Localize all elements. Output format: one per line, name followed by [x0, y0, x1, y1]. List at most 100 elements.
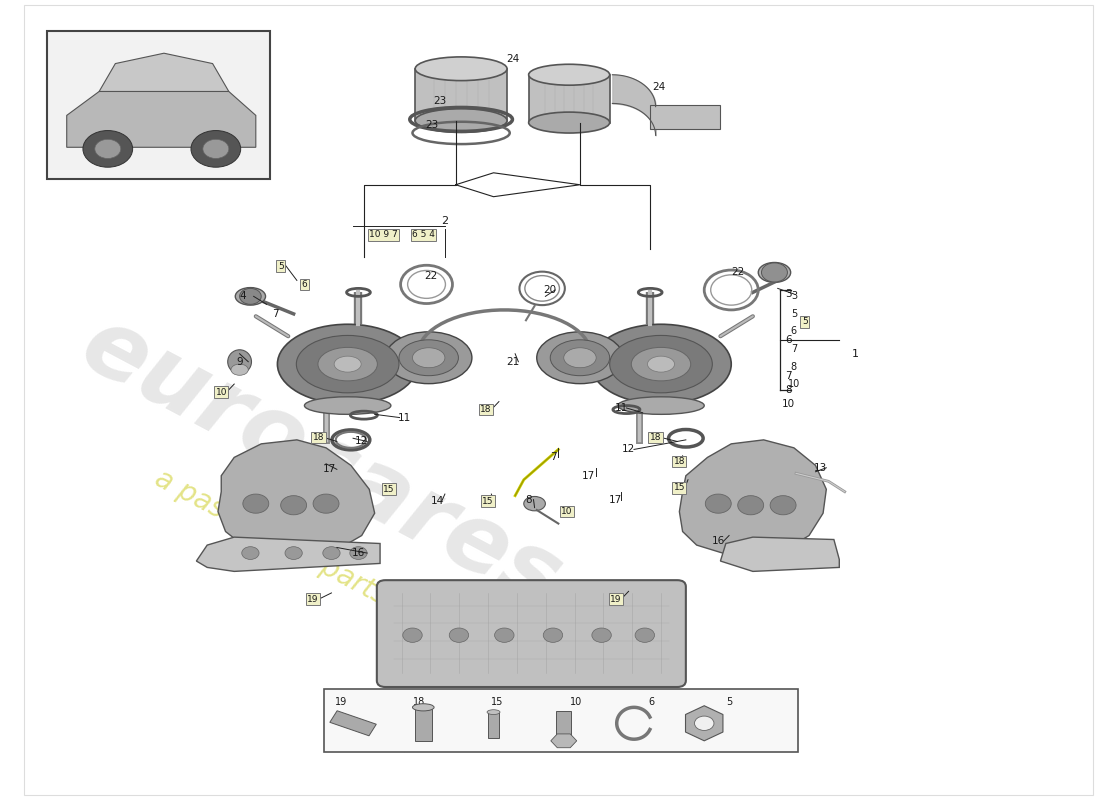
Text: 18: 18: [650, 433, 661, 442]
Circle shape: [350, 546, 367, 559]
Circle shape: [322, 546, 340, 559]
Polygon shape: [67, 79, 256, 147]
Ellipse shape: [487, 710, 500, 714]
Circle shape: [243, 494, 268, 514]
Ellipse shape: [618, 397, 704, 414]
Text: 19: 19: [307, 595, 319, 604]
Text: 5: 5: [802, 318, 807, 326]
Text: 2: 2: [441, 216, 449, 226]
Text: 14: 14: [431, 496, 444, 506]
Ellipse shape: [415, 57, 507, 81]
Ellipse shape: [412, 348, 444, 368]
Text: 7: 7: [272, 309, 278, 319]
Ellipse shape: [529, 64, 609, 85]
Text: 18: 18: [312, 433, 324, 442]
Circle shape: [403, 628, 422, 642]
Text: 13: 13: [814, 462, 827, 473]
Text: 10: 10: [570, 698, 582, 707]
Text: 23: 23: [433, 96, 447, 106]
Text: 3: 3: [791, 291, 798, 302]
Text: 7: 7: [550, 452, 557, 462]
Ellipse shape: [529, 112, 609, 133]
Text: 7: 7: [785, 371, 792, 381]
Polygon shape: [197, 537, 381, 571]
Text: 11: 11: [398, 413, 411, 422]
Bar: [415, 709, 432, 741]
Text: 5: 5: [278, 262, 284, 270]
Polygon shape: [330, 710, 376, 736]
Ellipse shape: [305, 397, 390, 414]
Text: 18: 18: [673, 457, 685, 466]
Circle shape: [543, 628, 563, 642]
Circle shape: [495, 628, 514, 642]
Polygon shape: [680, 440, 826, 555]
Text: 10: 10: [788, 379, 800, 389]
Text: 17: 17: [582, 470, 595, 481]
Circle shape: [694, 716, 714, 730]
Bar: [650, 105, 721, 129]
Ellipse shape: [415, 109, 507, 133]
Bar: [415, 69, 507, 121]
Circle shape: [242, 546, 260, 559]
Text: 16: 16: [352, 548, 365, 558]
Text: 21: 21: [506, 357, 519, 366]
Text: 11: 11: [615, 403, 628, 413]
Text: 15: 15: [492, 698, 504, 707]
Ellipse shape: [609, 335, 713, 393]
Ellipse shape: [318, 347, 377, 381]
Text: 7: 7: [791, 344, 798, 354]
Text: 6 5 4: 6 5 4: [411, 230, 434, 239]
Polygon shape: [720, 537, 839, 571]
Text: 15: 15: [383, 485, 395, 494]
Circle shape: [314, 494, 339, 514]
Text: 17: 17: [609, 494, 623, 505]
Text: 1: 1: [852, 349, 859, 358]
Ellipse shape: [412, 704, 434, 711]
Ellipse shape: [564, 348, 596, 368]
Text: 12: 12: [621, 445, 635, 454]
Text: eurocares: eurocares: [65, 299, 576, 629]
Circle shape: [592, 628, 612, 642]
Circle shape: [202, 139, 229, 158]
Circle shape: [738, 496, 763, 515]
Text: 8: 8: [791, 362, 798, 371]
Text: 18: 18: [412, 698, 426, 707]
Text: 10: 10: [561, 507, 573, 516]
Circle shape: [191, 130, 241, 167]
Polygon shape: [99, 54, 229, 91]
Circle shape: [449, 628, 469, 642]
FancyBboxPatch shape: [323, 690, 799, 752]
Text: 19: 19: [334, 698, 346, 707]
Text: 3: 3: [785, 289, 792, 299]
Bar: [529, 74, 609, 122]
Ellipse shape: [399, 340, 459, 376]
Circle shape: [705, 494, 732, 514]
Circle shape: [285, 546, 303, 559]
Text: 5: 5: [726, 698, 733, 707]
Circle shape: [95, 139, 121, 158]
Circle shape: [82, 130, 133, 167]
Text: 17: 17: [322, 464, 335, 474]
Text: 12: 12: [355, 437, 368, 446]
Text: 23: 23: [426, 120, 439, 130]
Text: 20: 20: [543, 285, 557, 295]
Ellipse shape: [591, 324, 732, 404]
Text: 16: 16: [712, 536, 725, 546]
Ellipse shape: [334, 356, 361, 372]
Text: 24: 24: [506, 54, 519, 64]
FancyBboxPatch shape: [47, 31, 270, 179]
Bar: [557, 710, 571, 741]
Ellipse shape: [277, 324, 418, 404]
Ellipse shape: [631, 347, 691, 381]
Ellipse shape: [385, 332, 472, 384]
FancyBboxPatch shape: [377, 580, 686, 687]
Text: 22: 22: [425, 271, 438, 282]
Circle shape: [635, 628, 654, 642]
Circle shape: [240, 288, 261, 304]
Ellipse shape: [228, 350, 252, 374]
Text: 15: 15: [483, 497, 494, 506]
Text: 10: 10: [782, 399, 795, 409]
Ellipse shape: [524, 497, 546, 511]
Ellipse shape: [648, 356, 674, 372]
Circle shape: [280, 496, 307, 515]
